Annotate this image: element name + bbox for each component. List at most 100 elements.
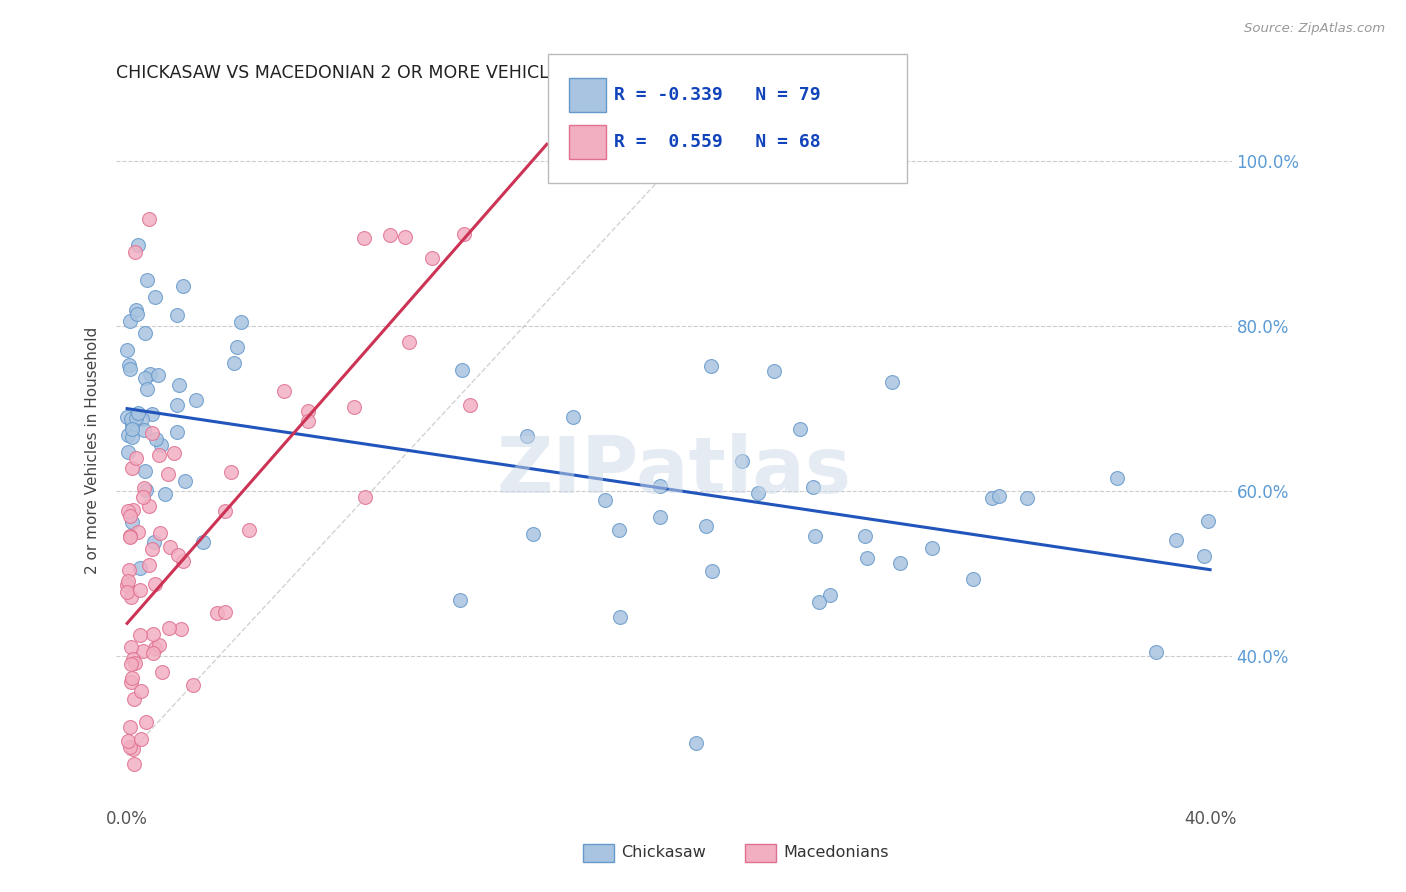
- Point: [394, 230, 416, 244]
- Point: [607, 523, 630, 537]
- Point: [125, 302, 148, 317]
- Point: [170, 622, 193, 636]
- Point: [120, 590, 142, 604]
- Point: [141, 407, 163, 421]
- Point: [129, 683, 152, 698]
- Point: [453, 227, 475, 241]
- Point: [134, 371, 156, 385]
- Point: [516, 429, 538, 443]
- Point: [138, 499, 160, 513]
- Point: [117, 585, 139, 599]
- Point: [763, 364, 786, 378]
- Point: [238, 523, 260, 537]
- Text: Source: ZipAtlas.com: Source: ZipAtlas.com: [1244, 22, 1385, 36]
- Point: [157, 621, 180, 635]
- Point: [136, 382, 159, 396]
- Point: [127, 525, 149, 540]
- Point: [127, 406, 149, 420]
- Point: [122, 691, 145, 706]
- Point: [120, 657, 142, 671]
- Point: [142, 627, 165, 641]
- Point: [118, 314, 141, 328]
- Point: [117, 577, 139, 591]
- Point: [1017, 491, 1039, 505]
- Point: [148, 448, 170, 462]
- Point: [120, 674, 142, 689]
- Point: [420, 252, 443, 266]
- Point: [1197, 514, 1219, 528]
- Point: [149, 526, 172, 541]
- Point: [609, 610, 631, 624]
- Point: [273, 384, 295, 398]
- Point: [122, 741, 145, 756]
- Point: [122, 652, 145, 666]
- Point: [121, 516, 143, 530]
- Point: [128, 561, 150, 575]
- Point: [921, 541, 943, 555]
- Point: [1105, 470, 1128, 484]
- Y-axis label: 2 or more Vehicles in Household: 2 or more Vehicles in Household: [86, 326, 100, 574]
- Point: [135, 483, 157, 497]
- Point: [297, 403, 319, 417]
- Point: [120, 412, 142, 426]
- Point: [353, 231, 375, 245]
- Point: [214, 504, 236, 518]
- Point: [167, 548, 190, 562]
- Point: [221, 466, 243, 480]
- Point: [142, 535, 165, 549]
- Point: [789, 422, 811, 436]
- Point: [987, 490, 1010, 504]
- Point: [224, 356, 246, 370]
- Point: [458, 398, 481, 412]
- Point: [695, 519, 717, 533]
- Point: [117, 343, 139, 357]
- Text: CHICKASAW VS MACEDONIAN 2 OR MORE VEHICLES IN HOUSEHOLD CORRELATION CHART: CHICKASAW VS MACEDONIAN 2 OR MORE VEHICL…: [117, 64, 905, 82]
- Point: [141, 541, 163, 556]
- Point: [145, 576, 167, 591]
- Point: [131, 412, 153, 426]
- Point: [962, 572, 984, 586]
- Point: [150, 437, 173, 451]
- Text: Chickasaw: Chickasaw: [621, 846, 706, 860]
- Point: [354, 490, 377, 504]
- Point: [120, 720, 142, 734]
- Point: [121, 671, 143, 685]
- Point: [117, 427, 139, 442]
- Point: [121, 503, 143, 517]
- Point: [148, 368, 170, 382]
- Point: [118, 529, 141, 543]
- Point: [121, 422, 143, 436]
- Point: [1144, 645, 1167, 659]
- Point: [124, 244, 146, 259]
- Point: [166, 398, 188, 412]
- Point: [136, 273, 159, 287]
- Point: [117, 563, 139, 577]
- Point: [648, 510, 671, 524]
- Point: [121, 460, 143, 475]
- Point: [118, 739, 141, 754]
- Point: [981, 491, 1004, 506]
- Text: ZIPatlas: ZIPatlas: [496, 434, 852, 509]
- Point: [166, 309, 188, 323]
- Point: [129, 628, 152, 642]
- Point: [801, 480, 824, 494]
- Point: [125, 307, 148, 321]
- Point: [342, 400, 364, 414]
- Point: [117, 574, 139, 588]
- Point: [124, 451, 146, 466]
- Point: [145, 290, 167, 304]
- Point: [134, 326, 156, 340]
- Point: [139, 367, 162, 381]
- Point: [685, 736, 707, 750]
- Point: [398, 334, 420, 349]
- Point: [127, 237, 149, 252]
- Point: [128, 582, 150, 597]
- Point: [297, 413, 319, 427]
- Point: [702, 565, 724, 579]
- Point: [449, 593, 471, 607]
- Point: [700, 359, 723, 374]
- Point: [132, 481, 155, 495]
- Point: [167, 378, 190, 392]
- Point: [121, 417, 143, 432]
- Point: [889, 557, 911, 571]
